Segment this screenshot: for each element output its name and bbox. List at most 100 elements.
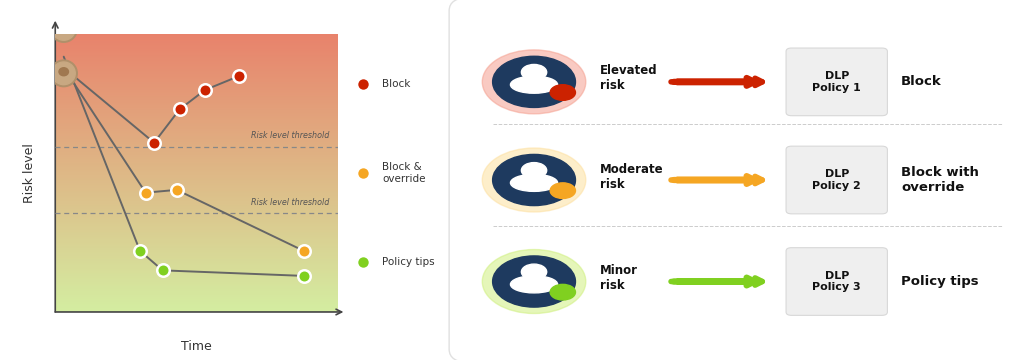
- Bar: [55, 180, 338, 181]
- Bar: [55, 289, 338, 290]
- Bar: [55, 148, 338, 149]
- Bar: [55, 197, 338, 198]
- Bar: [55, 103, 338, 104]
- Bar: [55, 145, 338, 146]
- Text: Block &
override: Block & override: [382, 162, 426, 184]
- Bar: [55, 170, 338, 171]
- Bar: [55, 308, 338, 309]
- Bar: [55, 182, 338, 183]
- Bar: [55, 81, 338, 82]
- Bar: [55, 190, 338, 192]
- Text: Risk level: Risk level: [24, 143, 36, 203]
- Bar: [55, 270, 338, 271]
- Bar: [55, 56, 338, 57]
- Bar: [55, 117, 338, 118]
- Bar: [55, 255, 338, 256]
- Bar: [55, 228, 338, 229]
- Circle shape: [550, 85, 575, 100]
- Bar: [55, 234, 338, 235]
- Circle shape: [52, 18, 75, 40]
- Bar: [55, 213, 338, 215]
- Bar: [55, 140, 338, 141]
- Bar: [55, 116, 338, 117]
- Bar: [55, 251, 338, 252]
- Bar: [55, 37, 338, 38]
- Bar: [55, 243, 338, 244]
- Bar: [55, 75, 338, 76]
- Bar: [55, 102, 338, 103]
- Bar: [55, 92, 338, 93]
- Bar: [55, 158, 338, 159]
- Bar: [55, 303, 338, 305]
- Bar: [55, 142, 338, 143]
- Bar: [55, 202, 338, 204]
- Bar: [55, 44, 338, 45]
- Bar: [55, 309, 338, 310]
- Circle shape: [482, 50, 586, 114]
- Bar: [55, 239, 338, 240]
- Bar: [55, 176, 338, 177]
- Bar: [55, 274, 338, 275]
- Bar: [55, 36, 338, 37]
- Bar: [55, 139, 338, 140]
- Bar: [55, 126, 338, 127]
- Bar: [55, 192, 338, 193]
- Bar: [55, 141, 338, 142]
- Bar: [55, 57, 338, 58]
- Bar: [55, 38, 338, 39]
- Bar: [55, 107, 338, 108]
- Bar: [55, 240, 338, 242]
- Bar: [55, 51, 338, 52]
- Bar: [55, 201, 338, 202]
- Bar: [55, 293, 338, 294]
- Bar: [55, 78, 338, 79]
- Bar: [55, 91, 338, 92]
- Bar: [55, 87, 338, 89]
- Bar: [55, 114, 338, 115]
- Bar: [55, 200, 338, 201]
- Bar: [55, 143, 338, 144]
- Circle shape: [521, 64, 547, 80]
- Bar: [55, 292, 338, 293]
- Bar: [55, 282, 338, 283]
- Circle shape: [749, 171, 779, 189]
- Bar: [55, 121, 338, 122]
- Bar: [55, 217, 338, 218]
- Bar: [55, 156, 338, 157]
- Bar: [55, 120, 338, 121]
- Bar: [55, 129, 338, 130]
- Bar: [55, 209, 338, 210]
- Ellipse shape: [510, 174, 558, 192]
- Bar: [55, 46, 338, 48]
- Bar: [55, 235, 338, 236]
- Text: DLP
Policy 2: DLP Policy 2: [812, 169, 861, 191]
- Bar: [55, 236, 338, 237]
- Bar: [55, 280, 338, 282]
- Circle shape: [482, 249, 586, 314]
- Bar: [55, 277, 338, 278]
- Bar: [55, 261, 338, 262]
- Bar: [55, 83, 338, 84]
- Bar: [55, 221, 338, 222]
- Bar: [55, 260, 338, 261]
- Bar: [55, 135, 338, 136]
- Bar: [55, 62, 338, 63]
- Bar: [55, 86, 338, 87]
- Bar: [55, 113, 338, 114]
- Bar: [55, 82, 338, 83]
- Bar: [55, 310, 338, 311]
- Bar: [55, 226, 338, 228]
- Bar: [55, 43, 338, 44]
- Bar: [55, 133, 338, 134]
- Bar: [55, 220, 338, 221]
- Bar: [55, 160, 338, 161]
- Bar: [55, 118, 338, 119]
- Bar: [55, 109, 338, 111]
- Bar: [55, 205, 338, 206]
- Bar: [55, 49, 338, 50]
- Bar: [55, 80, 338, 81]
- Bar: [55, 193, 338, 194]
- Text: Moderate
risk: Moderate risk: [600, 163, 664, 190]
- Bar: [55, 247, 338, 248]
- Bar: [55, 172, 338, 173]
